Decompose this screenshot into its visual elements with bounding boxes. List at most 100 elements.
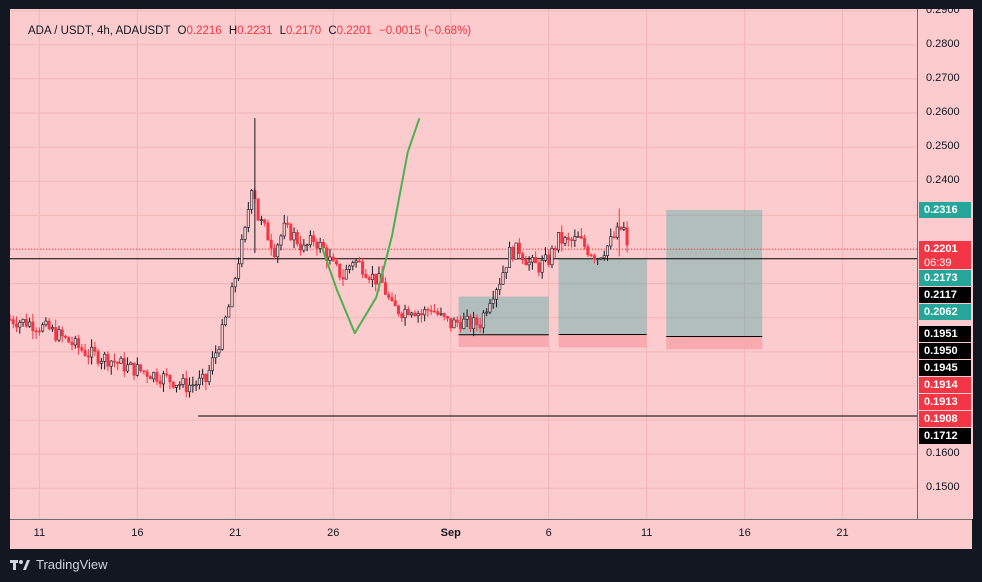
- candle-body: [70, 342, 74, 346]
- candle-body: [15, 323, 19, 328]
- candle-body: [158, 381, 162, 385]
- price-change: −0.0015 (−0.68%): [379, 25, 472, 37]
- candle-body: [57, 329, 61, 341]
- plot-area[interactable]: ADA / USDT, 4h, ADAUSDT O0.2216 H0.2231 …: [10, 9, 917, 519]
- candle-body: [90, 346, 94, 358]
- candle-body: [155, 372, 159, 382]
- candle-body: [612, 236, 616, 238]
- candle-body: [397, 305, 401, 314]
- candle-body: [240, 239, 244, 265]
- price-tag: 0.1914: [919, 377, 971, 394]
- candle-body: [204, 373, 208, 383]
- price-tag: 0.1945: [919, 360, 971, 377]
- candle-body: [387, 294, 391, 298]
- candle-body: [103, 353, 107, 362]
- candle-body: [227, 306, 231, 318]
- candle-body: [400, 313, 404, 319]
- candle-body: [197, 377, 201, 385]
- candle-body: [573, 236, 577, 241]
- symbol-title[interactable]: ADA / USDT, 4h, ADAUSDT: [28, 25, 171, 37]
- candle-body: [570, 239, 574, 241]
- candle-body: [312, 235, 316, 243]
- candle-body: [550, 248, 554, 266]
- candle-body: [37, 330, 41, 333]
- open-label: O: [177, 25, 187, 37]
- candle-body: [86, 355, 90, 358]
- candle-body: [410, 312, 414, 316]
- time-tick-label: 11: [33, 527, 46, 539]
- price-axis[interactable]: 0.2900 0.2800 0.2700 0.2600 0.2500 0.2400 0.23…: [917, 4, 973, 519]
- candle-body: [47, 320, 51, 330]
- candle-body: [472, 317, 476, 330]
- candle-body: [24, 318, 28, 327]
- candle-body: [54, 327, 58, 341]
- candle-body: [246, 209, 250, 228]
- position-target-zone[interactable]: [458, 296, 549, 335]
- candle-body: [429, 310, 433, 312]
- candle-body: [217, 349, 221, 354]
- candle-body: [563, 237, 567, 244]
- candle-body: [210, 357, 214, 371]
- candle-body: [11, 319, 15, 325]
- position-stop-zone[interactable]: [666, 336, 763, 350]
- price-tick-label: 0.2900: [926, 3, 960, 16]
- candle-body: [390, 297, 394, 301]
- candle-body: [423, 309, 427, 316]
- candle-body: [135, 364, 139, 376]
- candle-body: [344, 269, 348, 280]
- candle-body: [201, 373, 205, 379]
- candle-body: [481, 312, 485, 329]
- candle-body: [286, 222, 290, 225]
- candle-body: [129, 362, 133, 366]
- price-tick-label: 0.2700: [926, 71, 960, 84]
- candle-body: [256, 198, 260, 221]
- candle-body: [99, 361, 103, 364]
- position-stop-zone[interactable]: [558, 334, 647, 348]
- time-tick-label: 21: [836, 527, 849, 539]
- candle-body: [592, 255, 596, 260]
- candle-body: [524, 259, 528, 266]
- time-axis[interactable]: 11 16 21 26 Sep 6 11 16 21: [10, 519, 972, 549]
- candle-body: [250, 190, 254, 210]
- drawn-curve-annotation[interactable]: [320, 117, 421, 335]
- candle-body: [194, 384, 198, 386]
- position-stop-zone[interactable]: [458, 334, 549, 348]
- candle-body: [406, 308, 410, 316]
- price-tick-label: 0.1600: [926, 447, 960, 460]
- candle-body: [605, 245, 609, 257]
- candle-body: [455, 319, 459, 323]
- candle-body: [181, 378, 185, 385]
- candle-body: [109, 360, 113, 367]
- candle-body: [370, 273, 374, 281]
- position-target-zone[interactable]: [558, 258, 647, 335]
- candle-body: [28, 321, 32, 327]
- candle-body: [354, 260, 358, 263]
- candle-body: [527, 261, 531, 266]
- candle-body: [514, 242, 518, 260]
- tradingview-logo[interactable]: TradingView: [10, 557, 108, 572]
- candle-body: [142, 370, 146, 372]
- candle-body: [364, 273, 368, 278]
- candle-body: [452, 319, 456, 329]
- candle-body: [560, 232, 564, 244]
- candle-body: [171, 381, 175, 388]
- position-target-zone[interactable]: [666, 209, 763, 337]
- tradingview-brand: TradingView: [36, 557, 108, 572]
- candle-body: [145, 371, 149, 377]
- candle-body: [465, 315, 469, 320]
- candle-body: [237, 263, 241, 279]
- candle-body: [374, 273, 378, 285]
- candle-body: [152, 372, 156, 380]
- candle-body: [279, 235, 283, 246]
- price-tag: 0.2117: [919, 287, 971, 304]
- candle-body: [547, 254, 551, 266]
- price-tag: 0.1913: [919, 394, 971, 411]
- candle-body: [112, 360, 116, 363]
- candle-body: [488, 303, 492, 313]
- candle-body: [485, 311, 489, 314]
- candle-body: [521, 253, 525, 261]
- price-chart-svg[interactable]: [10, 9, 917, 519]
- time-tick-label: 21: [229, 527, 242, 539]
- time-tick-label: 26: [327, 527, 340, 539]
